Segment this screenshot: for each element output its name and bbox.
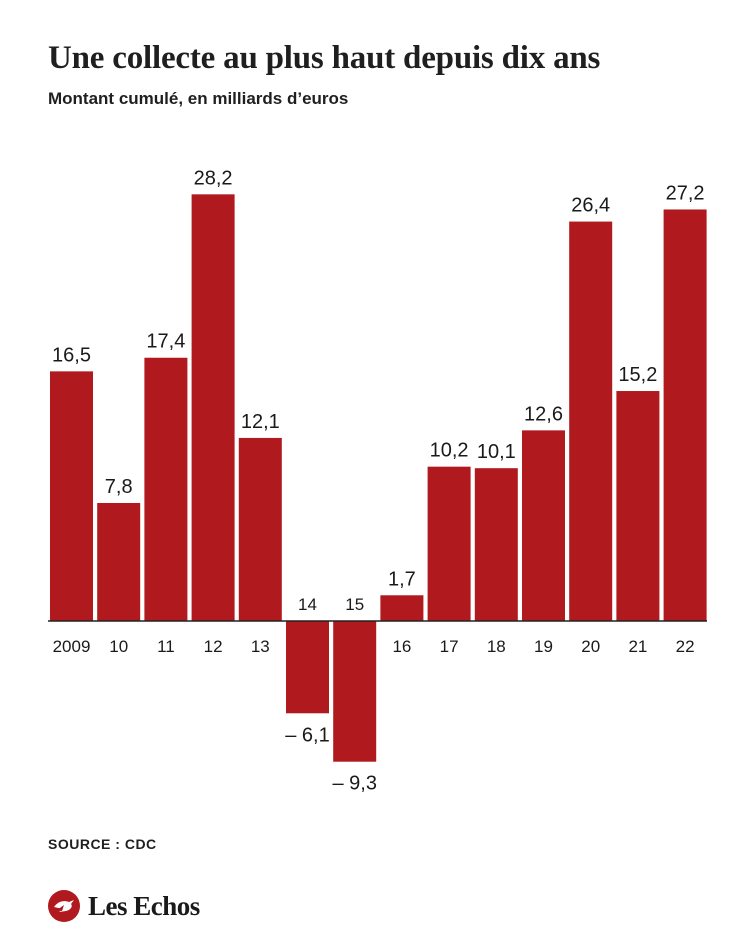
les-echos-bird-icon bbox=[48, 890, 80, 922]
chart-subtitle: Montant cumulé, en milliards d’euros bbox=[48, 89, 349, 108]
bar-12 bbox=[191, 194, 235, 622]
logo-text: Les Echos bbox=[88, 890, 200, 921]
source-note: SOURCE : CDC bbox=[48, 836, 157, 852]
bar-13 bbox=[238, 437, 282, 621]
x-tick-19: 19 bbox=[534, 637, 553, 656]
x-tick-14: 14 bbox=[298, 595, 317, 614]
bar-chart: 16,5 2009 7,8 10 17,4 11 28,2 12 12,1 13 – 6,1 14 – … bbox=[48, 167, 707, 795]
x-tick-15: 15 bbox=[345, 595, 364, 614]
value-label-14: – 6,1 bbox=[285, 724, 329, 746]
value-label-10: 7,8 bbox=[105, 476, 133, 498]
x-tick-10: 10 bbox=[109, 637, 128, 656]
x-tick-2009: 2009 bbox=[53, 637, 91, 656]
bar-17 bbox=[427, 466, 471, 621]
x-tick-21: 21 bbox=[628, 637, 647, 656]
value-label-12: 28,2 bbox=[194, 167, 233, 189]
value-label-13: 12,1 bbox=[241, 411, 280, 433]
x-tick-22: 22 bbox=[676, 637, 695, 656]
value-label-22: 27,2 bbox=[666, 182, 705, 204]
value-label-20: 26,4 bbox=[571, 195, 610, 217]
value-label-21: 15,2 bbox=[618, 364, 657, 386]
bar-14 bbox=[286, 621, 329, 714]
x-tick-17: 17 bbox=[440, 637, 459, 656]
bar-11 bbox=[144, 357, 188, 621]
x-tick-18: 18 bbox=[487, 637, 506, 656]
value-label-11: 17,4 bbox=[146, 331, 185, 353]
x-tick-16: 16 bbox=[392, 637, 411, 656]
bar-20 bbox=[569, 221, 613, 621]
bar-18 bbox=[474, 468, 518, 621]
value-label-15: – 9,3 bbox=[332, 773, 376, 795]
bar-15 bbox=[333, 621, 377, 762]
x-tick-13: 13 bbox=[251, 637, 270, 656]
x-tick-11: 11 bbox=[157, 637, 175, 656]
bar-10 bbox=[97, 502, 141, 621]
bar-22 bbox=[663, 209, 707, 622]
bar-16 bbox=[380, 595, 424, 621]
x-tick-12: 12 bbox=[204, 637, 223, 656]
les-echos-logo: Les Echos bbox=[48, 889, 200, 923]
bar-21 bbox=[616, 391, 660, 621]
bar-2009 bbox=[50, 371, 93, 621]
value-label-2009: 16,5 bbox=[52, 344, 91, 366]
value-label-17: 10,2 bbox=[430, 440, 469, 462]
value-label-16: 1,7 bbox=[388, 568, 416, 590]
x-tick-20: 20 bbox=[581, 637, 600, 656]
chart-title: Une collecte au plus haut depuis dix ans bbox=[48, 40, 601, 76]
bar-19 bbox=[522, 430, 565, 621]
value-label-19: 12,6 bbox=[524, 403, 563, 425]
value-label-18: 10,1 bbox=[477, 441, 516, 463]
